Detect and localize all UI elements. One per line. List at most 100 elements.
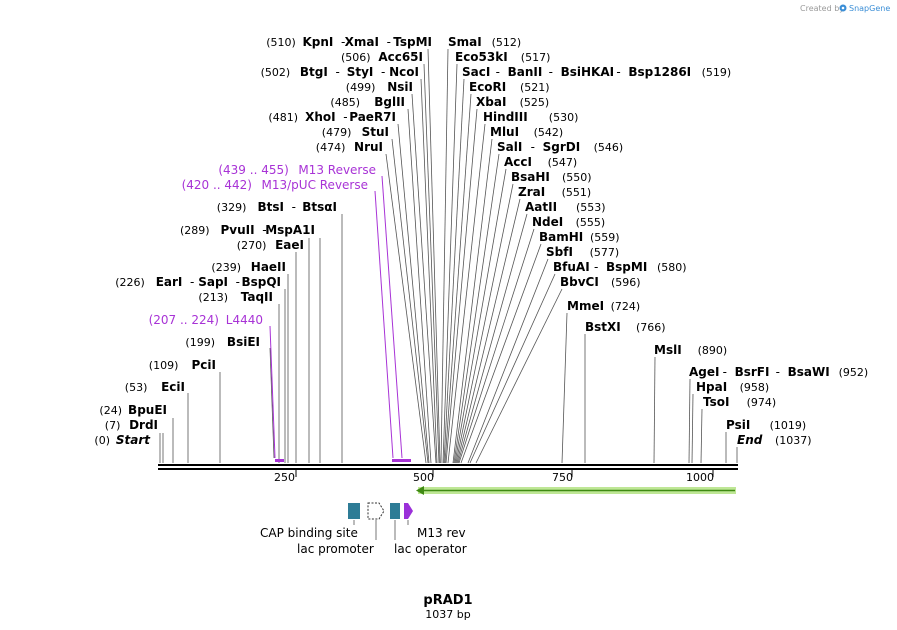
site-separator: - <box>387 35 391 49</box>
site-position-nde: (555) <box>576 216 606 229</box>
enzyme-msli: MslI <box>654 343 682 357</box>
start-label: Start <box>116 433 151 447</box>
lac-promoter-label: lac promoter <box>297 542 374 556</box>
site-position-drd: (7) <box>105 419 121 432</box>
enzyme-drdi: DrdI <box>129 418 158 432</box>
enzyme-sapi: SapI <box>198 275 228 289</box>
enzyme-btsαi: BtsαI <box>302 200 337 214</box>
enzyme-styi: StyI <box>347 65 374 79</box>
lac-operator-label: lac operator <box>394 542 467 556</box>
enzyme-kpni: KpnI <box>302 35 333 49</box>
site-position-age: (952) <box>839 366 869 379</box>
site-connectors <box>159 48 738 464</box>
enzyme-bglii: BglII <box>374 95 405 109</box>
site-position-bbvc: (596) <box>611 276 641 289</box>
m13-rev-label: M13 rev <box>417 526 466 540</box>
enzyme-bsp1286i: Bsp1286I <box>628 65 691 79</box>
site-position-bpue: (24) <box>99 404 122 417</box>
site-position-acc65: (506) <box>341 51 371 64</box>
site-position-psi: (1019) <box>770 419 807 432</box>
site-position-tso: (974) <box>747 396 777 409</box>
enzyme-acci: AccI <box>504 155 532 169</box>
site-position-kpn: (510) <box>266 36 296 49</box>
site-position-sac: (519) <box>702 66 732 79</box>
enzyme-bstxi: BstXI <box>585 320 621 334</box>
site-separator: - <box>531 140 535 154</box>
enzyme-psii: PsiI <box>726 418 750 432</box>
site-position-acc: (547) <box>548 156 578 169</box>
site-separator: - <box>381 65 385 79</box>
enzyme-tsoi: TsoI <box>703 395 729 409</box>
site-position-sma: (512) <box>492 36 522 49</box>
enzyme-ncoi: NcoI <box>389 65 419 79</box>
enzyme-mmei: MmeI <box>567 299 604 313</box>
ruler-tick-250: 250 <box>274 471 295 484</box>
enzyme-bbvci: BbvCI <box>560 275 599 289</box>
enzyme-acc65i: Acc65I <box>378 50 423 64</box>
enzyme-xhoi: XhoI <box>305 110 336 124</box>
enzyme-pcii: PciI <box>192 358 217 372</box>
enzyme-bsahi: BsaHI <box>511 170 550 184</box>
site-separator: - <box>776 365 780 379</box>
site-position-msl: (890) <box>698 344 728 357</box>
site-position-mme: (724) <box>611 300 641 313</box>
site-labels: TspMI-XmaI-KpnI(510)Acc65I(506)NcoI-StyI… <box>94 35 868 447</box>
site-separator: - <box>549 65 553 79</box>
site-position-btg: (502) <box>261 66 291 79</box>
site-separator: - <box>262 223 266 237</box>
primer-l4440-mark <box>269 325 284 462</box>
site-position-hpa: (958) <box>740 381 770 394</box>
orf-arrow <box>416 486 736 495</box>
site-position-bfua: (580) <box>657 261 687 274</box>
enzyme-xmai: XmaI <box>345 35 379 49</box>
enzyme-nrui: NruI <box>354 140 383 154</box>
enzyme-bsiei: BsiEI <box>227 335 260 349</box>
end-position: (1037) <box>775 434 812 447</box>
enzyme-ecii: EciI <box>161 380 185 394</box>
enzyme-aatii: AatII <box>525 200 557 214</box>
enzyme-bfuai: BfuAI <box>553 260 590 274</box>
site-position-bts: (329) <box>217 201 247 214</box>
enzyme-hpai: HpaI <box>696 380 727 394</box>
enzyme-bpuei: BpuEI <box>128 403 167 417</box>
enzyme-bsihkai: BsiHKAI <box>561 65 615 79</box>
site-position-eae: (270) <box>237 239 267 252</box>
site-position-xba: (525) <box>520 96 550 109</box>
cap-binding-site-feature <box>348 503 360 519</box>
enzyme-haeii: HaeII <box>251 260 286 274</box>
site-position-aat: (553) <box>576 201 606 214</box>
lac-operator-feature <box>390 503 400 519</box>
enzyme-sgrdi: SgrDI <box>543 140 581 154</box>
enzyme-bspqi: BspQI <box>241 275 281 289</box>
site-position-bsie: (199) <box>185 336 215 349</box>
ruler-tick-750: 750 <box>552 471 573 484</box>
site-position-bsah: (550) <box>562 171 592 184</box>
site-position-ear: (226) <box>115 276 145 289</box>
enzyme-bsrfi: BsrFI <box>735 365 770 379</box>
feature-leaders <box>353 520 409 540</box>
plasmid-length: 1037 bp <box>425 608 470 621</box>
end-label: End <box>737 433 763 447</box>
enzyme-zrai: ZraI <box>518 185 545 199</box>
site-position-mlu: (542) <box>534 126 564 139</box>
enzyme-bspmi: BspMI <box>606 260 647 274</box>
enzyme-pvuii: PvuII <box>221 223 255 237</box>
enzyme-mlui: MluI <box>490 125 519 139</box>
enzyme-eaei: EaeI <box>275 238 304 252</box>
primer-m13puc-name: M13/pUC Reverse <box>262 178 369 192</box>
site-separator: - <box>723 365 727 379</box>
site-separator: - <box>292 200 296 214</box>
brand-name: SnapGene <box>849 4 890 13</box>
site-position-eci: (53) <box>125 381 148 394</box>
enzyme-sali: SalI <box>497 140 522 154</box>
site-position-bgl: (485) <box>330 96 360 109</box>
ruler-tick-marks <box>295 469 714 477</box>
site-separator: - <box>190 275 194 289</box>
primer-l4440-range: (207 .. 224) <box>149 313 219 327</box>
enzyme-paer7i: PaeR7I <box>349 110 396 124</box>
enzyme-btgi: BtgI <box>300 65 328 79</box>
enzyme-tspmi: TspMI <box>393 35 432 49</box>
site-position-hind: (530) <box>549 111 579 124</box>
primer-labels: M13 Reverse (439 .. 455)M13/pUC Reverse (4… <box>149 163 376 327</box>
